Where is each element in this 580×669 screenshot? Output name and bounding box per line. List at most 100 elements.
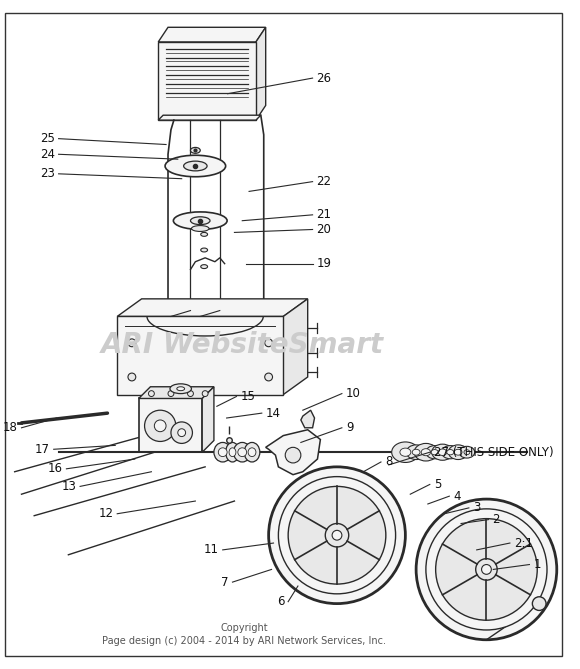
Text: 13: 13 <box>61 480 76 493</box>
Text: 24: 24 <box>39 148 55 161</box>
Ellipse shape <box>218 448 227 457</box>
Ellipse shape <box>464 450 470 455</box>
Polygon shape <box>117 299 308 316</box>
Text: 1: 1 <box>534 558 541 571</box>
Polygon shape <box>202 387 214 452</box>
Ellipse shape <box>448 445 468 460</box>
Text: 5: 5 <box>434 478 441 491</box>
Ellipse shape <box>165 155 226 177</box>
Circle shape <box>264 373 273 381</box>
Text: 8: 8 <box>385 456 392 468</box>
Circle shape <box>144 410 176 442</box>
Ellipse shape <box>426 446 444 459</box>
Ellipse shape <box>431 450 438 455</box>
Circle shape <box>532 597 546 610</box>
Polygon shape <box>117 316 283 395</box>
Ellipse shape <box>190 147 200 153</box>
Circle shape <box>426 509 547 630</box>
Ellipse shape <box>177 387 184 391</box>
Text: 3: 3 <box>473 501 480 514</box>
Text: 14: 14 <box>266 407 281 419</box>
Ellipse shape <box>214 442 231 462</box>
Text: Copyright: Copyright <box>220 623 268 633</box>
Ellipse shape <box>201 232 208 236</box>
Circle shape <box>171 422 193 444</box>
Text: 21: 21 <box>317 208 332 221</box>
Circle shape <box>148 391 154 397</box>
Ellipse shape <box>238 448 246 457</box>
Circle shape <box>202 391 208 397</box>
Polygon shape <box>158 115 261 120</box>
Polygon shape <box>139 399 202 452</box>
Circle shape <box>481 565 491 574</box>
Text: 16: 16 <box>48 462 63 475</box>
Ellipse shape <box>191 225 209 231</box>
Circle shape <box>154 420 166 432</box>
Ellipse shape <box>392 442 419 462</box>
Circle shape <box>128 339 136 347</box>
Ellipse shape <box>170 384 191 393</box>
Circle shape <box>128 373 136 381</box>
Circle shape <box>168 391 174 397</box>
Text: 18: 18 <box>3 421 17 434</box>
Text: 6: 6 <box>277 595 284 608</box>
Circle shape <box>264 339 273 347</box>
Text: 9: 9 <box>346 421 353 434</box>
Ellipse shape <box>407 445 426 460</box>
Polygon shape <box>158 27 266 42</box>
Ellipse shape <box>201 265 208 268</box>
Circle shape <box>332 531 342 540</box>
Text: 19: 19 <box>317 257 332 270</box>
Ellipse shape <box>438 449 447 456</box>
Ellipse shape <box>412 450 420 455</box>
Text: 15: 15 <box>240 390 255 403</box>
Ellipse shape <box>201 248 208 252</box>
Text: Page design (c) 2004 - 2014 by ARI Network Services, Inc.: Page design (c) 2004 - 2014 by ARI Netwo… <box>102 636 386 646</box>
Polygon shape <box>266 429 320 475</box>
Text: ™: ™ <box>361 338 372 348</box>
Circle shape <box>178 429 186 437</box>
Ellipse shape <box>173 212 227 229</box>
Circle shape <box>476 559 497 580</box>
Text: 22: 22 <box>317 175 332 188</box>
Text: 23: 23 <box>40 167 55 181</box>
Text: 17: 17 <box>35 443 50 456</box>
Circle shape <box>436 518 537 620</box>
Circle shape <box>285 448 301 463</box>
Text: 27 (THIS SIDE ONLY): 27 (THIS SIDE ONLY) <box>434 446 553 459</box>
Text: 26: 26 <box>317 72 332 84</box>
Ellipse shape <box>248 448 256 457</box>
Circle shape <box>269 467 405 603</box>
Text: 12: 12 <box>98 507 113 520</box>
Ellipse shape <box>454 450 462 455</box>
Circle shape <box>325 524 349 547</box>
Polygon shape <box>139 387 214 399</box>
Ellipse shape <box>441 446 459 459</box>
Text: 7: 7 <box>221 575 229 589</box>
Polygon shape <box>283 299 308 395</box>
Ellipse shape <box>414 444 437 461</box>
Ellipse shape <box>184 161 207 171</box>
Ellipse shape <box>447 450 454 455</box>
Ellipse shape <box>244 442 260 462</box>
Text: 2: 2 <box>492 513 500 526</box>
Circle shape <box>288 486 386 584</box>
Polygon shape <box>256 27 266 120</box>
Ellipse shape <box>226 442 240 462</box>
Text: 25: 25 <box>40 132 55 145</box>
Circle shape <box>278 476 396 594</box>
Circle shape <box>416 499 557 640</box>
Ellipse shape <box>459 446 474 458</box>
Polygon shape <box>158 42 256 120</box>
Text: 4: 4 <box>453 490 461 502</box>
Text: 20: 20 <box>317 223 331 236</box>
Polygon shape <box>301 410 314 427</box>
Text: 10: 10 <box>346 387 361 400</box>
Circle shape <box>187 391 193 397</box>
Ellipse shape <box>234 442 251 462</box>
Ellipse shape <box>229 448 236 457</box>
Ellipse shape <box>400 448 411 456</box>
Ellipse shape <box>190 217 210 225</box>
Text: ARI WebsiteSmart: ARI WebsiteSmart <box>101 330 384 359</box>
Ellipse shape <box>421 449 430 456</box>
